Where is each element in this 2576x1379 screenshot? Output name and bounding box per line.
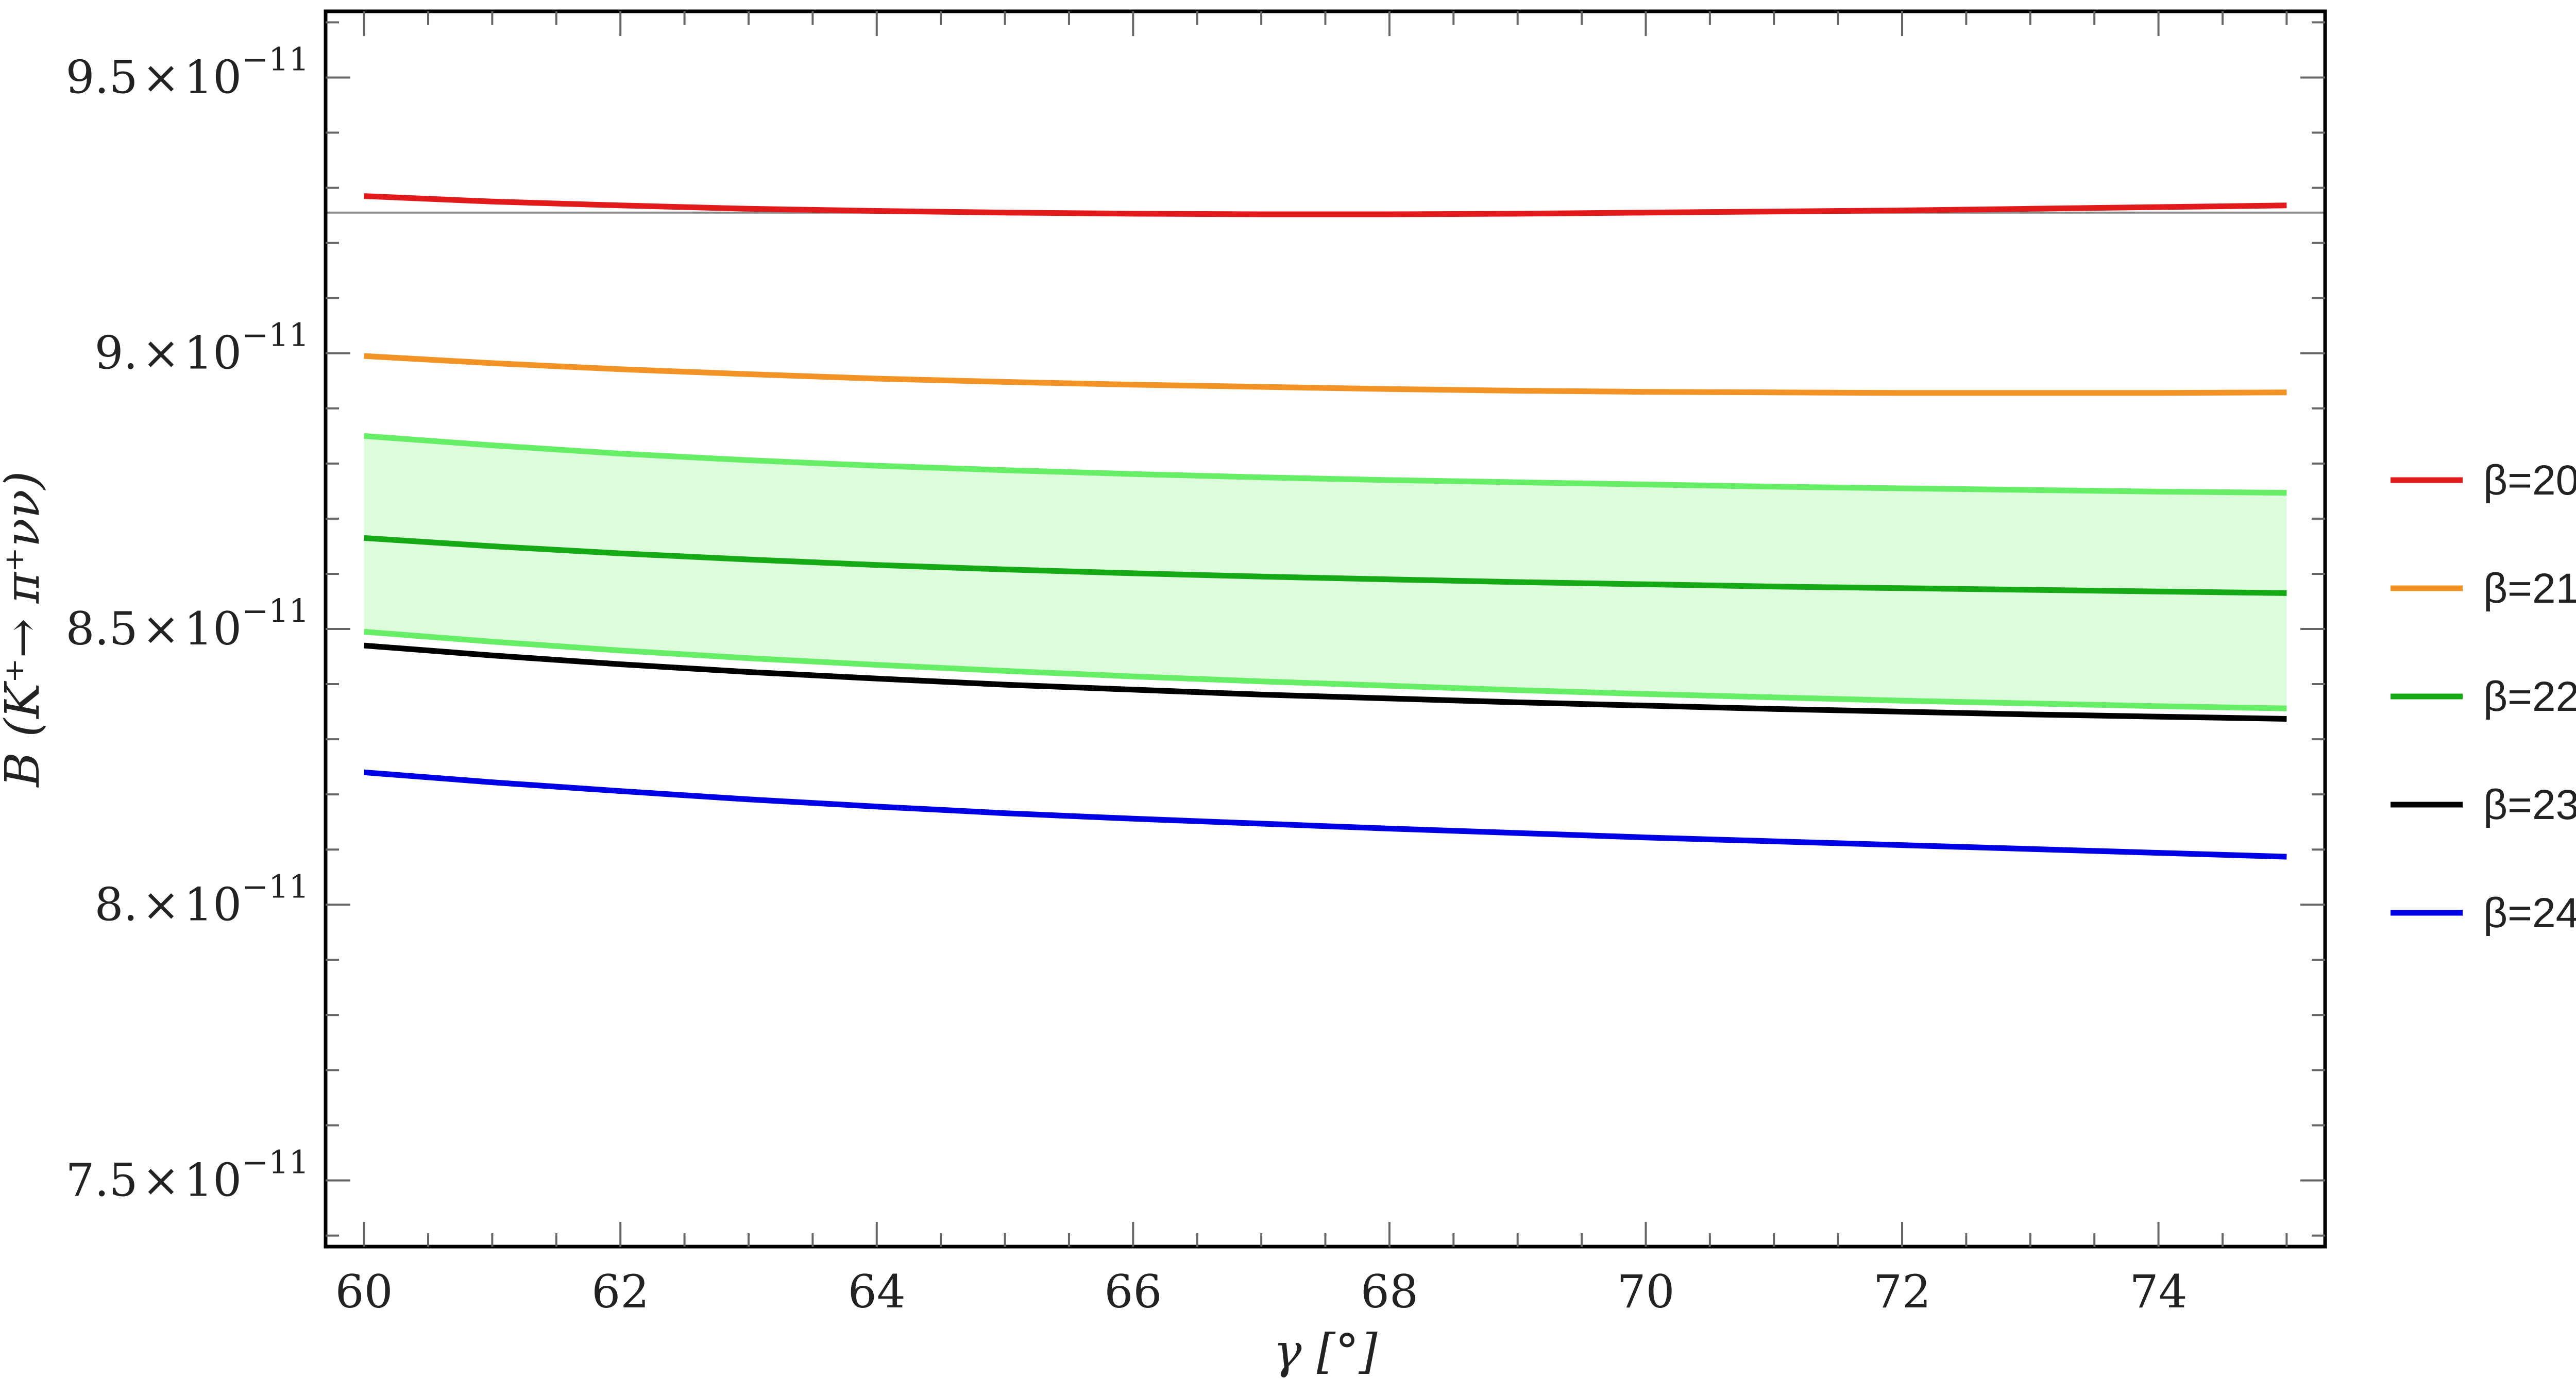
series-line-1 <box>364 353 2287 396</box>
legend-label: β=21° <box>2483 565 2576 612</box>
y-tick-labels: 7.5×10−11 8.×10−11 8.5×10−11 9.×10−11 9.5×10… <box>65 40 309 1206</box>
series-line-4 <box>364 769 2287 860</box>
x-tick-label: 66 <box>1104 1265 1162 1318</box>
x-axis-title: γ [°] <box>1273 1324 1377 1379</box>
x-tick-label: 70 <box>1617 1265 1674 1318</box>
x-tick-label: 72 <box>1873 1265 1931 1318</box>
legend-label: β=23° <box>2483 781 2576 828</box>
y-tick-label: 8.×10−11 <box>94 867 309 931</box>
band-upper-edge <box>364 433 2287 496</box>
y-tick-label: 8.5×10−11 <box>65 592 309 655</box>
x-tick-label: 62 <box>591 1265 649 1318</box>
series-line-0 <box>364 193 2287 217</box>
band-lower-edge <box>364 628 2287 711</box>
x-tick-label: 68 <box>1361 1265 1418 1318</box>
x-tick-label: 74 <box>2130 1265 2188 1318</box>
uncertainty-band <box>364 433 2287 711</box>
series-line-2 <box>364 535 2287 596</box>
x-tick-label: 60 <box>335 1265 393 1318</box>
legend-label: β=22.2° <box>2483 673 2576 720</box>
band-fill <box>364 436 2287 709</box>
y-tick-label: 9.×10−11 <box>94 316 309 380</box>
y-tick-label: 7.5×10−11 <box>65 1144 309 1207</box>
series-lines <box>364 193 2287 860</box>
x-tick-label: 64 <box>848 1265 906 1318</box>
legend-label: β=24° <box>2483 890 2576 937</box>
y-tick-label: 9.5×10−11 <box>65 40 309 104</box>
series-line-3 <box>364 642 2287 722</box>
axis-ticks <box>326 11 2325 1247</box>
x-tick-labels: 60 62 64 66 68 70 72 74 <box>335 1265 2188 1318</box>
legend: β=20° β=21° β=22.2° β=23° β=24° <box>2391 457 2576 937</box>
y-axis-title: B (K⁺→ π⁺νν) <box>0 471 50 788</box>
legend-label: β=20° <box>2483 457 2576 504</box>
